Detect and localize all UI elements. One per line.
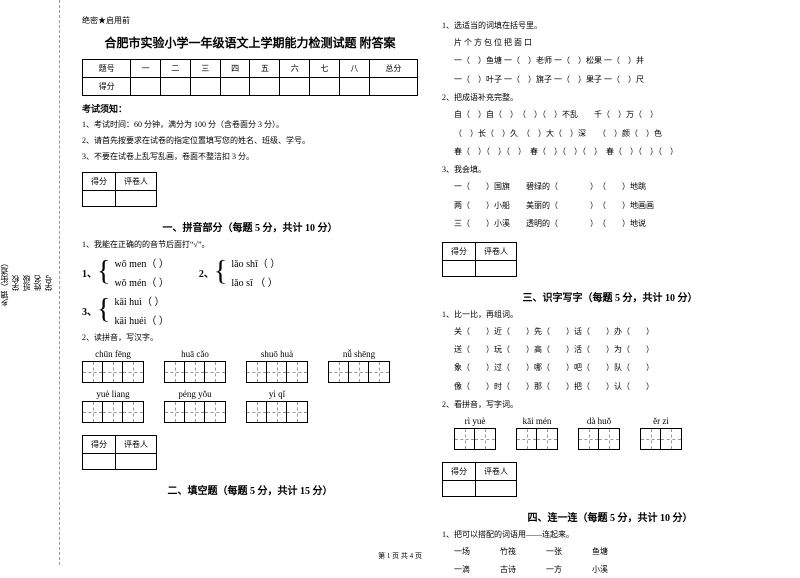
th: 四 <box>220 60 250 78</box>
main-content: 绝密★启用前 合肥市实验小学一年级语文上学期能力检测试题 附答案 题号 一 二 … <box>60 0 800 565</box>
th: 五 <box>250 60 280 78</box>
fill-q3-intro: 3、我会填。 <box>442 164 778 175</box>
pinyin-choice-row: 1、 { wǒ men（ ） wǒ mén（ ） 2、 { lǎo shī（ ）… <box>82 255 418 289</box>
th: 题号 <box>83 60 131 78</box>
fill-q1-intro: 1、选适当的词填在括号里。 <box>442 20 778 31</box>
section1-title: 一、拼音部分（每题 5 分，共计 10 分） <box>82 219 418 234</box>
section3-title: 三、识字写字（每题 5 分，共计 10 分） <box>442 289 778 304</box>
td: 得分 <box>83 78 131 96</box>
score-mini: 得分评卷人 <box>82 172 157 207</box>
pinyin-choice-row: 3、 { kāi huì（ ） kāi huéi（ ） <box>82 293 418 327</box>
tian-row: chūn fēng huā cǎo shuō huà nǚ shēng <box>82 349 418 383</box>
notice: 1、考试时间：60 分钟，满分为 100 分（含卷面分 3 分）。 <box>82 119 418 132</box>
sidebar-label: 乡镇（街道） <box>0 259 10 307</box>
tian-row: yuè liang péng yǒu yì qǐ <box>82 389 418 423</box>
sidebar-label: 学校 <box>10 275 21 291</box>
brace-icon: { <box>214 258 227 286</box>
score-mini: 得分评卷人 <box>82 435 157 470</box>
right-column: 1、选适当的词填在括号里。 片 个 方 包 位 把 面 口 一（ ）鱼塘 一（ … <box>430 15 790 550</box>
th: 七 <box>310 60 340 78</box>
brace-icon: { <box>97 258 110 286</box>
section4-title: 四、连一连（每题 5 分，共计 10 分） <box>442 509 778 524</box>
notice: 3、不要在试卷上乱写乱画，卷面不整洁扣 3 分。 <box>82 151 418 164</box>
shizi-q2-intro: 2、看拼音，写字词。 <box>442 399 778 410</box>
sidebar-label: 姓名 <box>32 275 43 291</box>
th: 二 <box>161 60 191 78</box>
word-bank: 片 个 方 包 位 把 面 口 <box>442 36 778 50</box>
th: 三 <box>190 60 220 78</box>
sidebar-label: 班级 <box>21 275 32 291</box>
brace-icon: { <box>97 296 110 324</box>
section2-title: 二、填空题（每题 5 分，共计 15 分） <box>82 482 418 497</box>
fill-q2-intro: 2、把成语补充完整。 <box>442 92 778 103</box>
left-column: 绝密★启用前 合肥市实验小学一年级语文上学期能力检测试题 附答案 题号 一 二 … <box>70 15 430 550</box>
notice-heading: 考试须知： <box>82 102 418 115</box>
exam-title: 合肥市实验小学一年级语文上学期能力检测试题 附答案 <box>82 34 418 51</box>
sidebar-label: 学号 <box>43 275 54 291</box>
score-mini: 得分评卷人 <box>442 462 517 497</box>
shizi-q1-intro: 1、比一比，再组词。 <box>442 309 778 320</box>
page-footer: 第 1 页 共 4 页 <box>0 551 800 561</box>
th: 一 <box>131 60 161 78</box>
score-table: 题号 一 二 三 四 五 六 七 八 总分 得分 <box>82 59 418 96</box>
notice: 2、请首先按要求在试卷的指定位置填写您的姓名、班级、学号。 <box>82 135 418 148</box>
tian-row: rì yuè kāi mén dà huǒ ěr zi <box>442 416 778 450</box>
th: 六 <box>280 60 310 78</box>
lian-q1-intro: 1、把可以搭配的词语用——连起来。 <box>442 529 778 540</box>
score-mini: 得分评卷人 <box>442 242 517 277</box>
q1-intro: 1、我能在正确的的音节后面打“√”。 <box>82 239 418 250</box>
th: 八 <box>339 60 369 78</box>
th: 总分 <box>369 60 417 78</box>
binding-sidebar: 学号 姓名 班级 学校 乡镇（街道） <box>0 0 60 565</box>
q2-intro: 2、读拼音，写汉字。 <box>82 332 418 343</box>
secret-label: 绝密★启用前 <box>82 15 418 26</box>
